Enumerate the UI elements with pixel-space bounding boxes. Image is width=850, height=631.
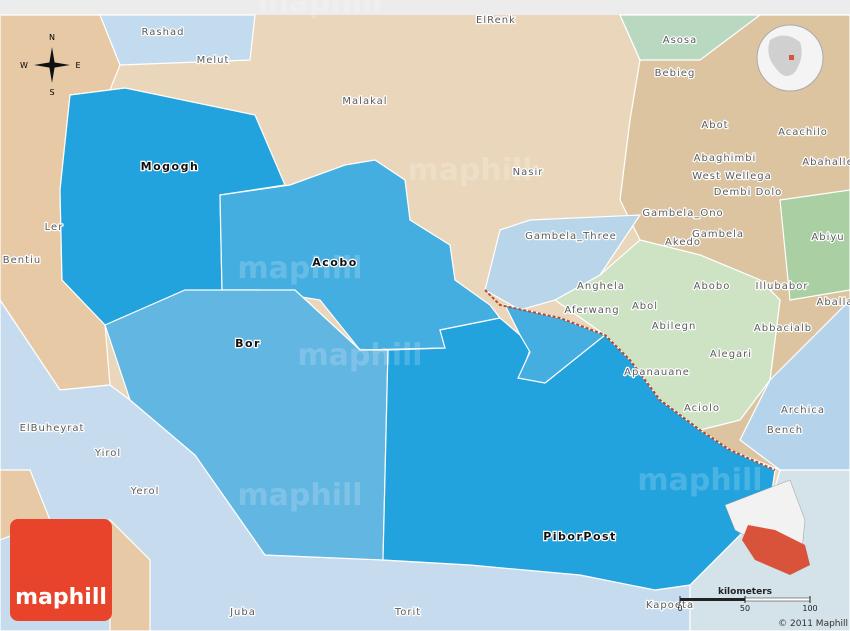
copyright: © 2011 Maphill (778, 619, 848, 629)
place-label: Kapoeta (646, 600, 694, 611)
place-label: Abot (701, 120, 728, 131)
place-label: Abahalle (802, 157, 850, 168)
scale-label: 100 (802, 604, 817, 613)
place-label: Malakal (342, 96, 387, 107)
compass: N S E W (20, 33, 80, 97)
place-label: Anghela (577, 281, 625, 292)
place-label: Bebieg (655, 68, 696, 79)
place-label: Apanauane (624, 367, 690, 378)
place-label: Torit (394, 607, 421, 618)
place-label: Asosa (663, 35, 698, 46)
region (99, 14, 256, 66)
place-label: Gambela (692, 229, 744, 240)
scale-label: 0 (677, 604, 682, 613)
place-label: Melut (197, 55, 230, 66)
place-label: Abobo (694, 281, 731, 292)
watermark: maphill (407, 153, 532, 188)
compass-label: N (49, 33, 55, 42)
watermark: maphill (257, 0, 382, 20)
logo-box[interactable] (10, 519, 112, 621)
place-label: Alegari (710, 349, 752, 360)
scale-unit: kilometers (718, 587, 772, 597)
globe-land (768, 35, 802, 76)
globe-marker (789, 55, 794, 60)
place-label: Bentiu (3, 255, 41, 266)
logo[interactable]: maphill (10, 519, 112, 621)
scale-bar (744, 597, 811, 602)
place-label: Nasir (513, 167, 544, 178)
place-label: Juba (229, 607, 256, 618)
place-label: Abilegn (652, 321, 697, 332)
place-label: Illubabor (756, 281, 809, 292)
district-label: Acobo (312, 256, 358, 269)
watermark: maphill (237, 251, 362, 286)
border (484, 289, 776, 471)
region (779, 189, 850, 301)
place-label: Aferwang (564, 305, 619, 316)
scale-label: 50 (740, 604, 750, 613)
place-label: Gambela_Three (525, 231, 617, 242)
district-label: PiborPost (543, 530, 617, 543)
place-label: ElBuheyrat (20, 423, 85, 434)
place-label: Dembi Dolo (714, 187, 783, 198)
watermark: maphill (297, 338, 422, 373)
place-label: Ler (45, 222, 64, 233)
place-label: Aciolo (684, 403, 720, 414)
place-label: Abol (632, 301, 658, 312)
district-label: Bor (235, 337, 261, 350)
place-label: Abiyu (811, 232, 844, 243)
place-label: West Wellega (692, 171, 771, 182)
region (619, 14, 762, 61)
place-label: Rashad (142, 27, 185, 38)
logo-text[interactable]: maphill (15, 585, 107, 610)
place-label: Archica (781, 405, 825, 416)
place-label: Acachilo (778, 127, 828, 138)
place-label: Akedo (665, 237, 701, 248)
watermark: maphill (237, 478, 362, 513)
locator-region (742, 525, 810, 575)
district-label: Mogogh (141, 160, 200, 173)
compass-label: E (75, 61, 80, 70)
scale-bar (680, 598, 745, 601)
top-strip (0, 0, 850, 15)
place-label: Bench (767, 425, 803, 436)
watermark: maphill (637, 463, 762, 498)
place-label: ElRenk (476, 15, 516, 26)
region (484, 214, 642, 311)
compass-needle (34, 62, 70, 68)
place-label: Abbacialb (754, 323, 812, 334)
place-label: Abaghimbi (694, 153, 757, 164)
compass-label: S (49, 88, 54, 97)
place-label: Gambela_Ono (642, 208, 723, 219)
place-label: Yirol (94, 448, 121, 459)
compass-label: W (20, 61, 28, 70)
place-label: Aballa (816, 297, 850, 308)
place-label: Yerol (130, 486, 160, 497)
